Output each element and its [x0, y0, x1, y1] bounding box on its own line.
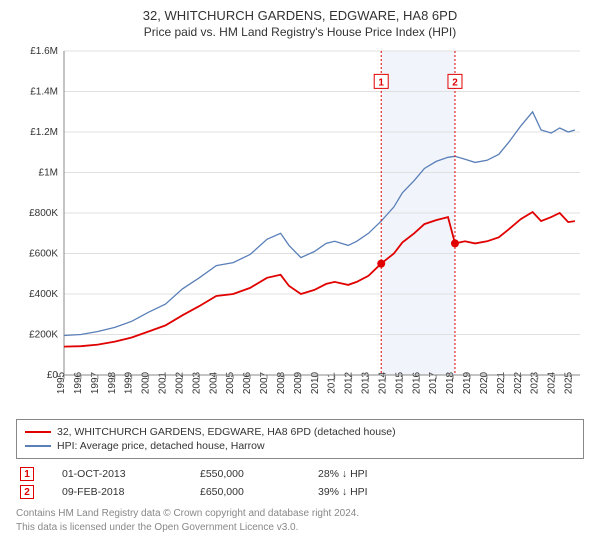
y-tick-label: £1.2M [30, 127, 58, 138]
transaction-price: £550,000 [200, 468, 290, 480]
y-tick-label: £800K [29, 208, 58, 219]
chart-title-block: 32, WHITCHURCH GARDENS, EDGWARE, HA8 6PD… [16, 8, 584, 39]
transaction-row: 1 01-OCT-2013 £550,000 28% ↓ HPI [16, 467, 584, 481]
series-property [64, 212, 575, 347]
marker-badge-label: 1 [378, 77, 384, 88]
y-tick-label: £400K [29, 289, 58, 300]
chart-title-sub: Price paid vs. HM Land Registry's House … [16, 25, 584, 39]
transaction-delta: 39% ↓ HPI [318, 486, 428, 498]
chart-title-main: 32, WHITCHURCH GARDENS, EDGWARE, HA8 6PD [16, 8, 584, 23]
transaction-marker: 2 [20, 485, 34, 499]
marker-dot [451, 239, 459, 247]
transactions-table: 1 01-OCT-2013 £550,000 28% ↓ HPI 2 09-FEB-201… [16, 467, 584, 499]
footer-attribution: Contains HM Land Registry data © Crown c… [16, 507, 584, 534]
price-chart: £0£200K£400K£600K£800K£1M£1.2M£1.4M£1.6M… [16, 45, 584, 415]
footer-line-2: This data is licensed under the Open Gov… [16, 521, 584, 534]
y-tick-label: £1.6M [30, 46, 58, 57]
chart-svg: £0£200K£400K£600K£800K£1M£1.2M£1.4M£1.6M… [16, 45, 584, 415]
transaction-delta: 28% ↓ HPI [318, 468, 428, 480]
marker-dot [377, 260, 385, 268]
legend-swatch [25, 431, 51, 433]
legend-label: HPI: Average price, detached house, Harr… [57, 440, 265, 452]
transaction-marker: 1 [20, 467, 34, 481]
transaction-date: 01-OCT-2013 [62, 468, 172, 480]
legend-label: 32, WHITCHURCH GARDENS, EDGWARE, HA8 6PD… [57, 426, 396, 438]
legend-item: HPI: Average price, detached house, Harr… [25, 440, 575, 452]
y-tick-label: £1M [39, 168, 58, 179]
transaction-row: 2 09-FEB-2018 £650,000 39% ↓ HPI [16, 485, 584, 499]
series-hpi [64, 112, 575, 336]
legend: 32, WHITCHURCH GARDENS, EDGWARE, HA8 6PD… [16, 419, 584, 459]
footer-line-1: Contains HM Land Registry data © Crown c… [16, 507, 584, 520]
y-tick-label: £1.4M [30, 87, 58, 98]
transaction-date: 09-FEB-2018 [62, 486, 172, 498]
y-tick-label: £600K [29, 249, 58, 260]
y-tick-label: £200K [29, 330, 58, 341]
marker-badge-label: 2 [452, 77, 458, 88]
transaction-price: £650,000 [200, 486, 290, 498]
legend-item: 32, WHITCHURCH GARDENS, EDGWARE, HA8 6PD… [25, 426, 575, 438]
legend-swatch [25, 445, 51, 447]
